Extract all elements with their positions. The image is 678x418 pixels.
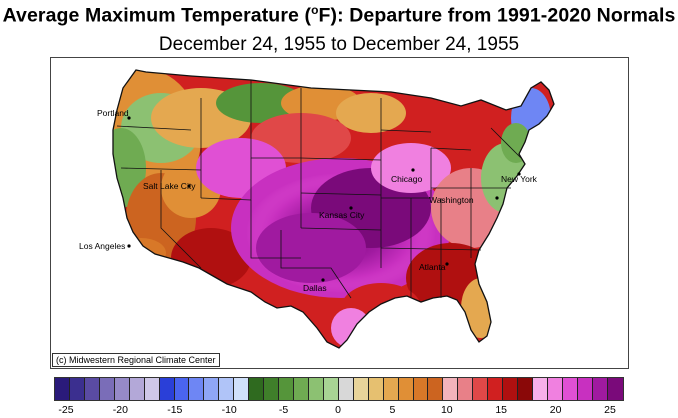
city-label-new-york: New York — [501, 174, 538, 184]
city-dot-atlanta — [445, 262, 449, 266]
city-dot-chicago — [411, 168, 415, 172]
legend-swatch — [338, 378, 354, 400]
legend-swatch — [368, 378, 384, 400]
legend-swatch — [55, 378, 70, 400]
legend-swatch — [144, 378, 160, 400]
legend-swatch — [189, 378, 205, 400]
legend-swatch — [129, 378, 145, 400]
legend-swatch — [413, 378, 429, 400]
legend-swatch — [204, 378, 220, 400]
legend-swatch — [458, 378, 474, 400]
legend-tick-label: 15 — [495, 404, 508, 416]
legend-swatch — [114, 378, 130, 400]
city-dot-kansas-city — [349, 206, 353, 210]
legend-tick-label: 25 — [604, 404, 616, 416]
city-label-los-angeles: Los Angeles — [79, 241, 125, 251]
city-dot-salt-lake-city — [187, 184, 191, 188]
legend-swatch — [503, 378, 519, 400]
legend-swatch — [264, 378, 280, 400]
legend-tick-label: -10 — [221, 404, 237, 416]
legend-swatch — [592, 378, 608, 400]
legend-swatch — [249, 378, 265, 400]
legend-swatch — [159, 378, 175, 400]
map-title: Average Maximum Temperature (oF): Depart… — [2, 3, 676, 27]
city-dot-dallas — [321, 278, 325, 282]
legend-swatch — [518, 378, 533, 400]
color-legend — [54, 377, 624, 401]
city-label-dallas: Dallas — [303, 283, 327, 293]
city-dot-new-york — [517, 172, 521, 176]
legend-swatch — [234, 378, 250, 400]
map-panel: Portland Salt Lake City Los Angeles Dall… — [50, 57, 629, 369]
legend-swatch — [353, 378, 369, 400]
city-dot-portland — [127, 116, 131, 120]
legend-swatch — [323, 378, 339, 400]
city-dot-washington — [495, 196, 499, 200]
legend-tick-label: 20 — [549, 404, 562, 416]
legend-swatch — [294, 378, 309, 400]
legend-swatch — [84, 378, 100, 400]
legend-tick-label: -5 — [278, 404, 289, 416]
legend-swatch — [607, 378, 623, 400]
legend-swatch — [533, 378, 548, 400]
legend-swatch — [99, 378, 115, 400]
legend-tick-label: -20 — [112, 404, 128, 416]
legend-swatch — [488, 378, 504, 400]
city-label-washington: Washington — [429, 195, 474, 205]
degree-symbol: o — [311, 3, 319, 17]
legend-tick-label: 0 — [335, 404, 341, 416]
legend-swatch — [279, 378, 294, 400]
legend-swatch — [443, 378, 459, 400]
legend-tick-label: 5 — [389, 404, 396, 416]
legend-swatch — [577, 378, 593, 400]
city-label-atlanta: Atlanta — [419, 262, 446, 272]
legend-swatch — [562, 378, 578, 400]
legend-swatch — [308, 378, 324, 400]
legend-swatch — [547, 378, 563, 400]
legend-swatch — [69, 378, 85, 400]
legend-swatch — [473, 378, 489, 400]
legend-tick-label: -25 — [58, 404, 74, 416]
state-boundaries — [112, 69, 555, 349]
city-label-kansas-city: Kansas City — [319, 210, 365, 220]
legend-swatch — [174, 378, 190, 400]
us-temperature-map: Portland Salt Lake City Los Angeles Dall… — [79, 69, 555, 349]
legend-swatch — [219, 378, 235, 400]
legend-tick-label: 10 — [440, 404, 453, 416]
legend-swatch — [428, 378, 444, 400]
legend-swatch — [383, 378, 399, 400]
date-range-subtitle: December 24, 1955 to December 24, 1955 — [158, 34, 520, 55]
city-label-chicago: Chicago — [391, 174, 422, 184]
city-label-salt-lake-city: Salt Lake City — [143, 181, 196, 191]
temperature-field — [113, 70, 554, 348]
city-dot-los-angeles — [127, 244, 131, 248]
city-label-portland: Portland — [97, 108, 129, 118]
legend-tick-label: -15 — [167, 404, 183, 416]
credit-box: (c) Midwestern Regional Climate Center — [52, 353, 220, 367]
legend-swatch — [398, 378, 414, 400]
city-markers: Portland Salt Lake City Los Angeles Dall… — [79, 108, 538, 293]
